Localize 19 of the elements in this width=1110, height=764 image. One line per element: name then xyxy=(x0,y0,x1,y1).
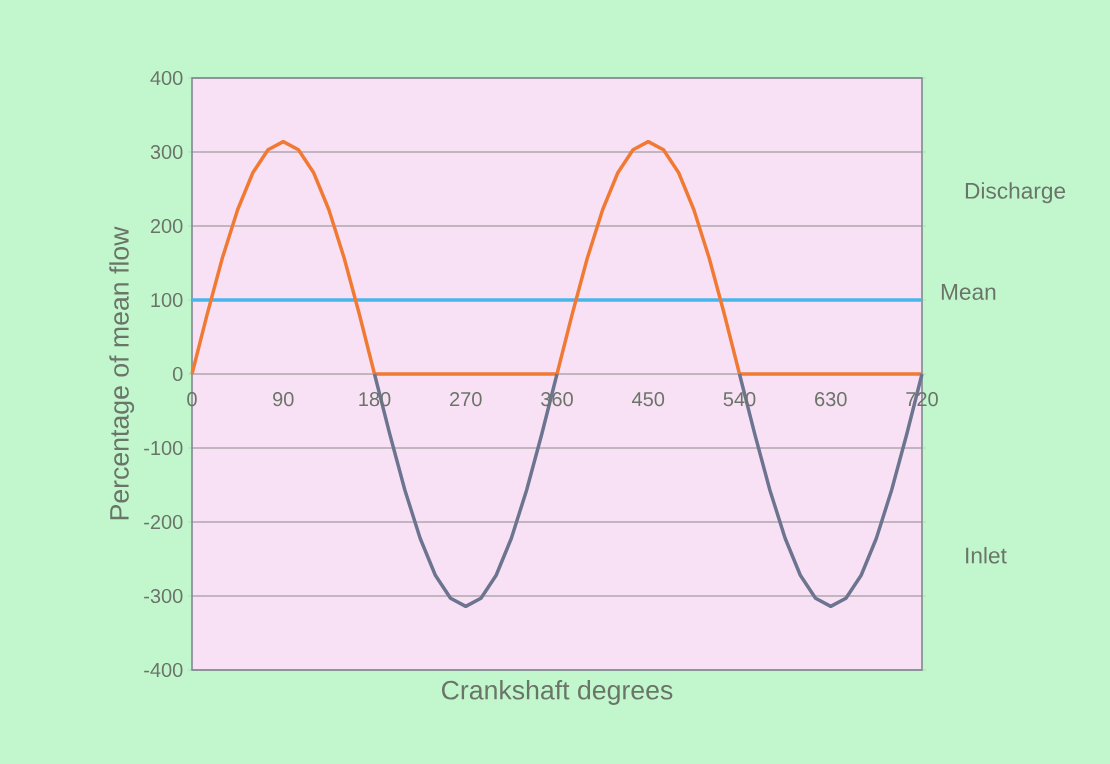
y-axis-title: Percentage of mean flow xyxy=(109,226,135,520)
line-series xyxy=(190,139,924,376)
text: Discharge xyxy=(965,182,1066,204)
x-tick-label: 450 xyxy=(632,392,665,407)
x-tick-label: 90 xyxy=(273,392,294,407)
y-tick-label: 200 xyxy=(150,218,183,234)
x-axis-title: Crankshaft degrees xyxy=(442,680,673,705)
x-tick-label: 270 xyxy=(450,392,482,407)
y-tick-label: 400 xyxy=(150,70,183,86)
y-tick-label: -300 xyxy=(144,588,183,604)
text: Inlet xyxy=(966,546,1007,564)
y-tick-label: 100 xyxy=(151,292,183,308)
y-tick-label: -400 xyxy=(144,662,183,678)
y-tick-label: 300 xyxy=(150,144,183,160)
y-tick-label: 0 xyxy=(172,366,183,382)
y-tick-label: -200 xyxy=(144,514,183,530)
x-tick-label: 630 xyxy=(815,392,847,407)
ref-line-label: Mean xyxy=(941,284,996,300)
y-tick-label: -100 xyxy=(144,440,183,456)
